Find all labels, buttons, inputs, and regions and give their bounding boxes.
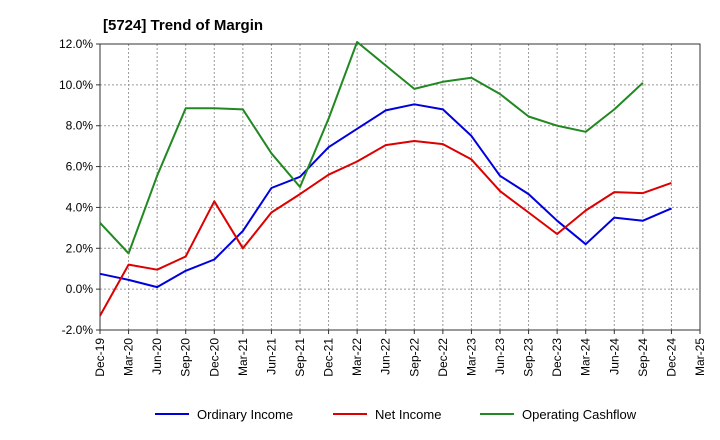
x-tick-label: Sep-21 — [293, 338, 307, 377]
y-tick-label: 2.0% — [66, 241, 94, 255]
x-tick-label: Mar-24 — [579, 338, 593, 376]
x-tick-label: Sep-24 — [636, 338, 650, 377]
x-tick-label: Jun-24 — [607, 338, 621, 375]
legend-label: Operating Cashflow — [522, 407, 637, 422]
x-tick-label: Sep-22 — [407, 338, 421, 377]
y-tick-label: 12.0% — [59, 37, 93, 51]
chart-title: [5724] Trend of Margin — [103, 17, 263, 34]
y-tick-label: 4.0% — [66, 200, 94, 214]
series-line-net-income — [99, 140, 672, 317]
y-tick-label: 6.0% — [66, 160, 94, 174]
x-tick-label: Dec-23 — [550, 338, 564, 377]
x-tick-label: Dec-21 — [322, 338, 336, 377]
x-tick-label: Dec-19 — [93, 338, 107, 377]
grid-lines — [99, 43, 701, 331]
x-tick-label: Mar-20 — [122, 338, 136, 376]
x-tick-label: Jun-23 — [493, 338, 507, 375]
y-tick-label: 0.0% — [66, 282, 94, 296]
x-tick-label: Mar-21 — [236, 338, 250, 376]
series-line-ordinary-income — [99, 103, 672, 289]
x-tick-label: Jun-20 — [150, 338, 164, 375]
chart-legend: Ordinary Income Net Income Operating Cashf… — [155, 407, 637, 422]
x-tick-label: Mar-22 — [350, 338, 364, 376]
y-tick-label: -2.0% — [62, 323, 94, 337]
plot-border — [99, 43, 701, 331]
x-tick-label: Dec-22 — [436, 338, 450, 377]
x-tick-label: Sep-20 — [179, 338, 193, 377]
y-tick-label: 10.0% — [59, 78, 93, 92]
legend-label: Ordinary Income — [197, 407, 293, 422]
series-line-operating-cashflow — [99, 41, 644, 255]
legend-label: Net Income — [375, 407, 441, 422]
plot-frame — [99, 43, 701, 331]
x-tick-label: Jun-21 — [264, 338, 278, 375]
series-lines — [99, 41, 672, 317]
x-tick-label: Mar-25 — [693, 338, 707, 376]
x-tick-label: Dec-24 — [664, 338, 678, 377]
x-tick-label: Sep-23 — [522, 338, 536, 377]
x-axis-ticks: Dec-19 Mar-20 Jun-20 Sep-20 Dec-20 Mar-21 Jun-… — [93, 330, 707, 377]
x-tick-label: Jun-22 — [379, 338, 393, 375]
x-tick-label: Dec-20 — [207, 338, 221, 377]
y-tick-label: 8.0% — [66, 119, 94, 133]
y-axis-ticks: -2.0% 0.0% 2.0% 4.0% 6.0% 8.0% 10.0% 12.0% — [59, 37, 100, 337]
x-tick-label: Mar-23 — [464, 338, 478, 376]
